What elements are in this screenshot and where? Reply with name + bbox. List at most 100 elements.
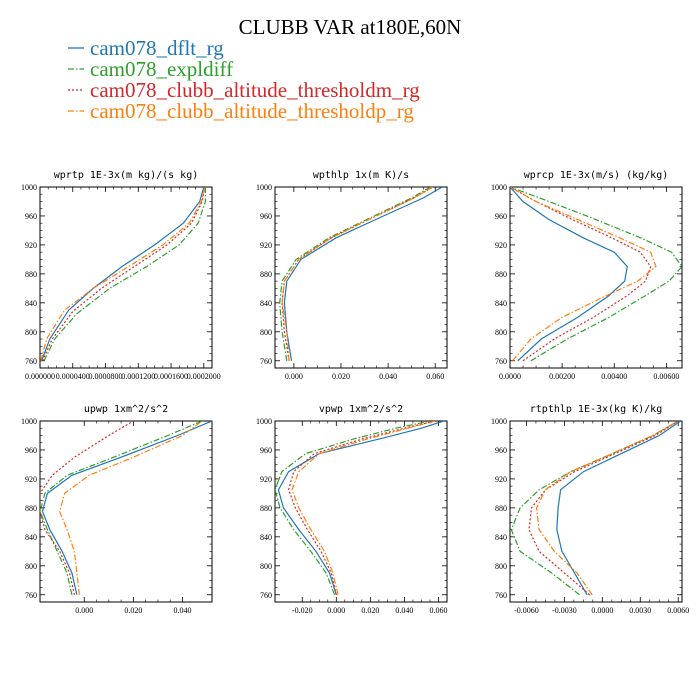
y-tick-label: 760 [260, 357, 272, 366]
x-tick-label: 0.000 [285, 372, 303, 381]
y-tick-label: 1000 [491, 417, 507, 426]
x-tick-label: 0.00200 [549, 372, 575, 381]
series-line [528, 421, 679, 596]
y-tick-label: 1000 [256, 417, 272, 426]
x-tick-label: -0.020 [292, 606, 313, 615]
series-line [281, 187, 434, 361]
y-tick-label: 1000 [491, 183, 507, 192]
y-tick-label: 960 [25, 212, 37, 221]
y-tick-label: 960 [25, 446, 37, 455]
x-tick-label: 0.0000400 [56, 372, 90, 381]
series-line [510, 187, 652, 362]
series-line [43, 187, 206, 362]
x-tick-label: 0.000000 [25, 372, 55, 381]
plot-frame [509, 186, 683, 369]
y-tick-label: 920 [495, 475, 507, 484]
plot-frame [274, 186, 448, 369]
series-line [510, 187, 657, 362]
y-tick-label: 800 [25, 328, 37, 337]
y-tick-label: 840 [25, 533, 37, 542]
series-line [279, 187, 431, 361]
y-tick-label: 760 [25, 591, 37, 600]
chart-panel: wprtp 1E-3x(m kg)/(s kg) 760 800 840 880 920 9… [21, 170, 221, 381]
x-tick-label: -0.0060 [514, 606, 539, 615]
legend-label: cam078_clubb_altitude_thresholdp_rg [90, 99, 414, 123]
y-tick-label: 880 [25, 504, 37, 513]
y-tick-label: 1000 [256, 183, 272, 192]
figure-title: CLUBB VAR at180E,60N [239, 15, 462, 39]
y-tick-label: 800 [25, 562, 37, 571]
y-tick-label: 1000 [21, 417, 37, 426]
chart-panel: vpwp 1xm^2/s^2 760 800 840 880 920 960 1000 -0.0… [256, 404, 448, 615]
series-line [510, 187, 682, 362]
y-tick-label: 960 [260, 212, 272, 221]
series-line [275, 421, 431, 596]
x-tick-label: 0.060 [426, 372, 444, 381]
series-line [40, 421, 203, 595]
chart-panel: rtpthlp 1E-3x(kg K)/kg 760 800 840 880 920 960… [491, 404, 689, 615]
chart-panel: wprcp 1E-3x(m/s) (kg/kg) 760 800 840 880 920 9… [491, 170, 683, 381]
y-tick-label: 880 [495, 270, 507, 279]
series-line [287, 421, 436, 595]
series-line [291, 421, 436, 595]
x-tick-label: 0.0001200 [121, 372, 155, 381]
y-tick-label: 920 [260, 475, 272, 484]
x-tick-label: -0.0030 [552, 606, 577, 615]
y-tick-label: 840 [260, 299, 272, 308]
series-line [59, 421, 203, 595]
y-tick-label: 840 [25, 299, 37, 308]
y-tick-label: 880 [260, 504, 272, 513]
x-tick-label: 0.0030 [629, 606, 651, 615]
y-tick-label: 960 [495, 212, 507, 221]
plot-frame [274, 420, 448, 603]
series-line [277, 421, 444, 595]
x-tick-label: 0.0002000 [187, 372, 221, 381]
legend-label: cam078_clubb_altitude_thresholdm_rg [90, 78, 420, 102]
y-tick-label: 760 [495, 591, 507, 600]
panel-title: wprcp 1E-3x(m/s) (kg/kg) [524, 170, 669, 181]
y-tick-label: 800 [495, 562, 507, 571]
x-tick-label: 0.0060 [667, 606, 689, 615]
y-tick-label: 920 [25, 475, 37, 484]
y-tick-label: 880 [495, 504, 507, 513]
x-tick-label: 0.0000800 [89, 372, 123, 381]
series-line [535, 421, 679, 596]
y-tick-label: 800 [260, 328, 272, 337]
series-line [510, 187, 628, 362]
series-line [510, 421, 679, 596]
panel-title: rtpthlp 1E-3x(kg K)/kg [530, 404, 662, 415]
x-tick-label: 0.0000 [591, 606, 613, 615]
series-line [40, 421, 134, 595]
x-tick-label: 0.020 [361, 606, 379, 615]
x-tick-label: 0.060 [429, 606, 447, 615]
x-tick-label: 0.000 [75, 606, 93, 615]
x-tick-label: 0.0001600 [154, 372, 188, 381]
y-tick-label: 840 [495, 533, 507, 542]
y-tick-label: 840 [495, 299, 507, 308]
chart-panel: upwp 1xm^2/s^2 760 800 840 880 920 960 1000 0.00… [21, 404, 213, 615]
plot-frame [509, 420, 683, 603]
x-tick-label: 0.020 [332, 372, 350, 381]
series-line [283, 187, 443, 361]
x-tick-label: 0.0000 [499, 372, 521, 381]
panel-title: wprtp 1E-3x(m kg)/(s kg) [54, 170, 199, 181]
x-tick-label: 0.040 [174, 606, 192, 615]
legend-label: cam078_expldiff [90, 57, 233, 81]
legend: cam078_dflt_rgcam078_expldiffcam078_club… [68, 36, 420, 123]
y-tick-label: 760 [25, 357, 37, 366]
plot-frame [39, 186, 213, 369]
series-line [41, 187, 205, 362]
x-tick-label: 0.00400 [601, 372, 627, 381]
y-tick-label: 880 [260, 270, 272, 279]
x-tick-label: 0.000 [327, 606, 345, 615]
y-tick-label: 760 [495, 357, 507, 366]
series-line [556, 421, 682, 596]
y-tick-label: 1000 [21, 183, 37, 192]
x-tick-label: 0.00600 [653, 372, 679, 381]
legend-label: cam078_dflt_rg [90, 36, 224, 60]
chart-panels: wprtp 1E-3x(m kg)/(s kg) 760 800 840 880 920 9… [21, 170, 689, 615]
chart-panel: wpthlp 1x(m K)/s 760 800 840 880 920 960 1000 0.… [256, 170, 448, 381]
y-tick-label: 760 [260, 591, 272, 600]
